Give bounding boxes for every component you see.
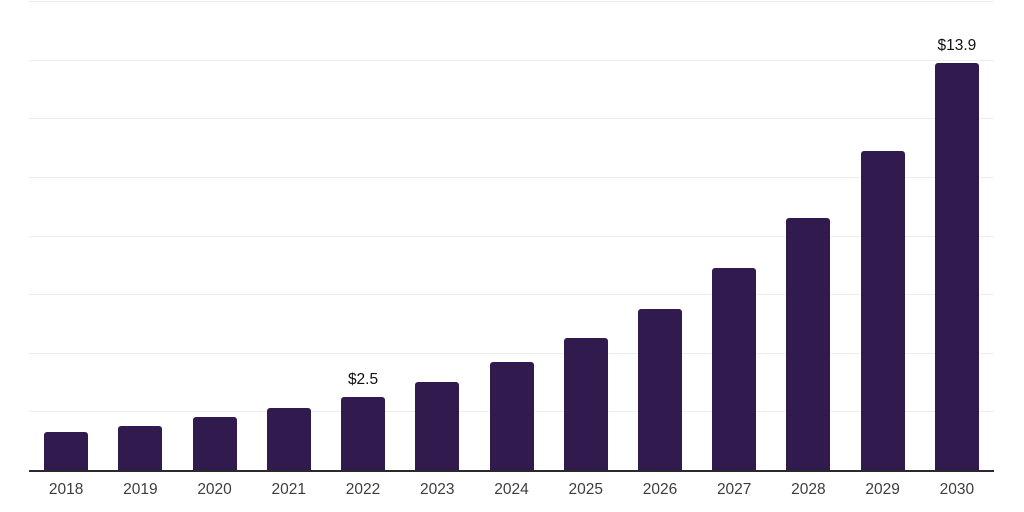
bar-2023	[415, 382, 460, 470]
x-tick-label-2024: 2024	[494, 481, 529, 498]
x-tick-label-2028: 2028	[791, 481, 826, 498]
bar-value-label-2030: $13.9	[937, 36, 977, 54]
bar-2025	[563, 338, 608, 470]
x-tick-label-2019: 2019	[123, 481, 158, 498]
bar-2026	[637, 308, 682, 470]
x-tick-label-2025: 2025	[568, 481, 603, 498]
plot-area: $2.5 $13.9	[29, 1, 994, 472]
bar-2028	[786, 217, 831, 470]
x-tick-label-2026: 2026	[642, 481, 678, 498]
gridline-y-6	[29, 294, 994, 296]
x-tick-label-2029: 2029	[865, 481, 900, 498]
x-tick-label-2027: 2027	[716, 481, 752, 498]
bar-2022	[341, 396, 386, 470]
gridline-y-16	[29, 1, 994, 2]
x-tick-label-2022: 2022	[345, 481, 381, 498]
bar-value-label-2022: $2.5	[347, 370, 379, 388]
gridline-y-12	[29, 118, 994, 120]
bar-2027	[712, 267, 757, 470]
bar-2020	[192, 417, 237, 470]
bar-2018	[44, 431, 89, 470]
x-tick-label-2018: 2018	[48, 481, 84, 498]
bar-2024	[489, 361, 534, 470]
bar-2029	[860, 150, 905, 470]
x-tick-label-2020: 2020	[197, 481, 232, 498]
x-tick-label-2021: 2021	[271, 481, 307, 498]
gridline-y-8	[29, 235, 994, 237]
x-axis-labels: 2018 2019 2020 2021 2022 2023 2024 2025 2026 2027…	[29, 481, 994, 501]
gridline-y-10	[29, 176, 994, 178]
x-tick-label-2030: 2030	[939, 481, 975, 498]
bar-2030	[934, 62, 979, 470]
x-axis-line	[29, 470, 994, 472]
x-tick-label-2023: 2023	[420, 481, 455, 498]
gridline-y-4	[29, 352, 994, 354]
bar-2019	[118, 426, 163, 470]
bar-2021	[266, 408, 311, 470]
gridline-y-14	[29, 59, 994, 61]
